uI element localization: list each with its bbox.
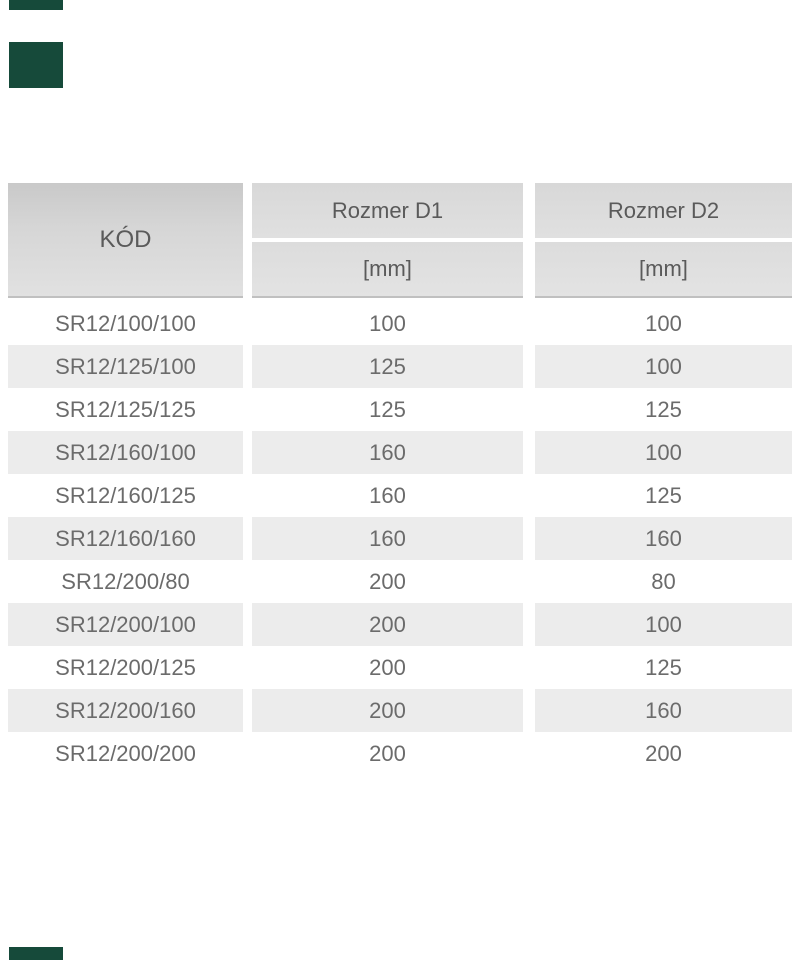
row-code: SR12/200/200 [8,732,243,775]
cropped-content-top-strip [9,0,63,10]
header-rozmer-d2: Rozmer D2 [535,183,792,238]
row-code: SR12/200/100 [8,603,243,646]
row-value-d2: 160 [535,517,792,560]
row-code: SR12/125/125 [8,388,243,431]
row-code: SR12/160/100 [8,431,243,474]
header-rozmer-d1: Rozmer D1 [252,183,523,238]
row-value-d1: 200 [252,732,523,775]
table-row: SR12/200/80 200 80 [8,560,792,603]
header-unit-d1: [mm] [252,242,523,298]
row-value-d2: 100 [535,603,792,646]
row-value-d1: 200 [252,560,523,603]
row-value-d2: 125 [535,474,792,517]
row-code: SR12/160/125 [8,474,243,517]
row-value-d2: 125 [535,388,792,431]
row-value-d1: 125 [252,388,523,431]
row-value-d2: 200 [535,732,792,775]
table-row: SR12/160/160 160 160 [8,517,792,560]
row-value-d1: 160 [252,517,523,560]
table-row: SR12/125/125 125 125 [8,388,792,431]
row-value-d1: 160 [252,431,523,474]
row-value-d1: 200 [252,646,523,689]
row-value-d2: 125 [535,646,792,689]
table-row: SR12/200/100 200 100 [8,603,792,646]
row-code: SR12/160/160 [8,517,243,560]
size-table-header: KÓD Rozmer D1 Rozmer D2 [mm] [mm] [8,183,792,298]
row-value-d2: 100 [535,302,792,345]
row-value-d1: 125 [252,345,523,388]
row-value-d1: 200 [252,689,523,732]
row-value-d1: 160 [252,474,523,517]
size-table-body: SR12/100/100 100 100 SR12/125/100 125 100 SR12… [8,302,792,775]
row-value-d2: 160 [535,689,792,732]
table-row: SR12/200/160 200 160 [8,689,792,732]
row-value-d2: 100 [535,345,792,388]
table-row: SR12/160/100 160 100 [8,431,792,474]
table-row: SR12/200/200 200 200 [8,732,792,775]
cropped-content-top-block [9,42,63,88]
table-row: SR12/125/100 125 100 [8,345,792,388]
size-table: KÓD Rozmer D1 Rozmer D2 [mm] [mm] SR12/1… [8,183,792,775]
table-row: SR12/100/100 100 100 [8,302,792,345]
row-value-d1: 200 [252,603,523,646]
row-value-d2: 80 [535,560,792,603]
row-code: SR12/200/125 [8,646,243,689]
row-value-d2: 100 [535,431,792,474]
row-code: SR12/200/80 [8,560,243,603]
row-code: SR12/200/160 [8,689,243,732]
row-code: SR12/100/100 [8,302,243,345]
header-kod: KÓD [8,183,243,298]
table-row: SR12/160/125 160 125 [8,474,792,517]
row-code: SR12/125/100 [8,345,243,388]
row-value-d1: 100 [252,302,523,345]
table-row: SR12/200/125 200 125 [8,646,792,689]
header-unit-d2: [mm] [535,242,792,298]
cropped-content-bottom-strip [9,947,63,960]
